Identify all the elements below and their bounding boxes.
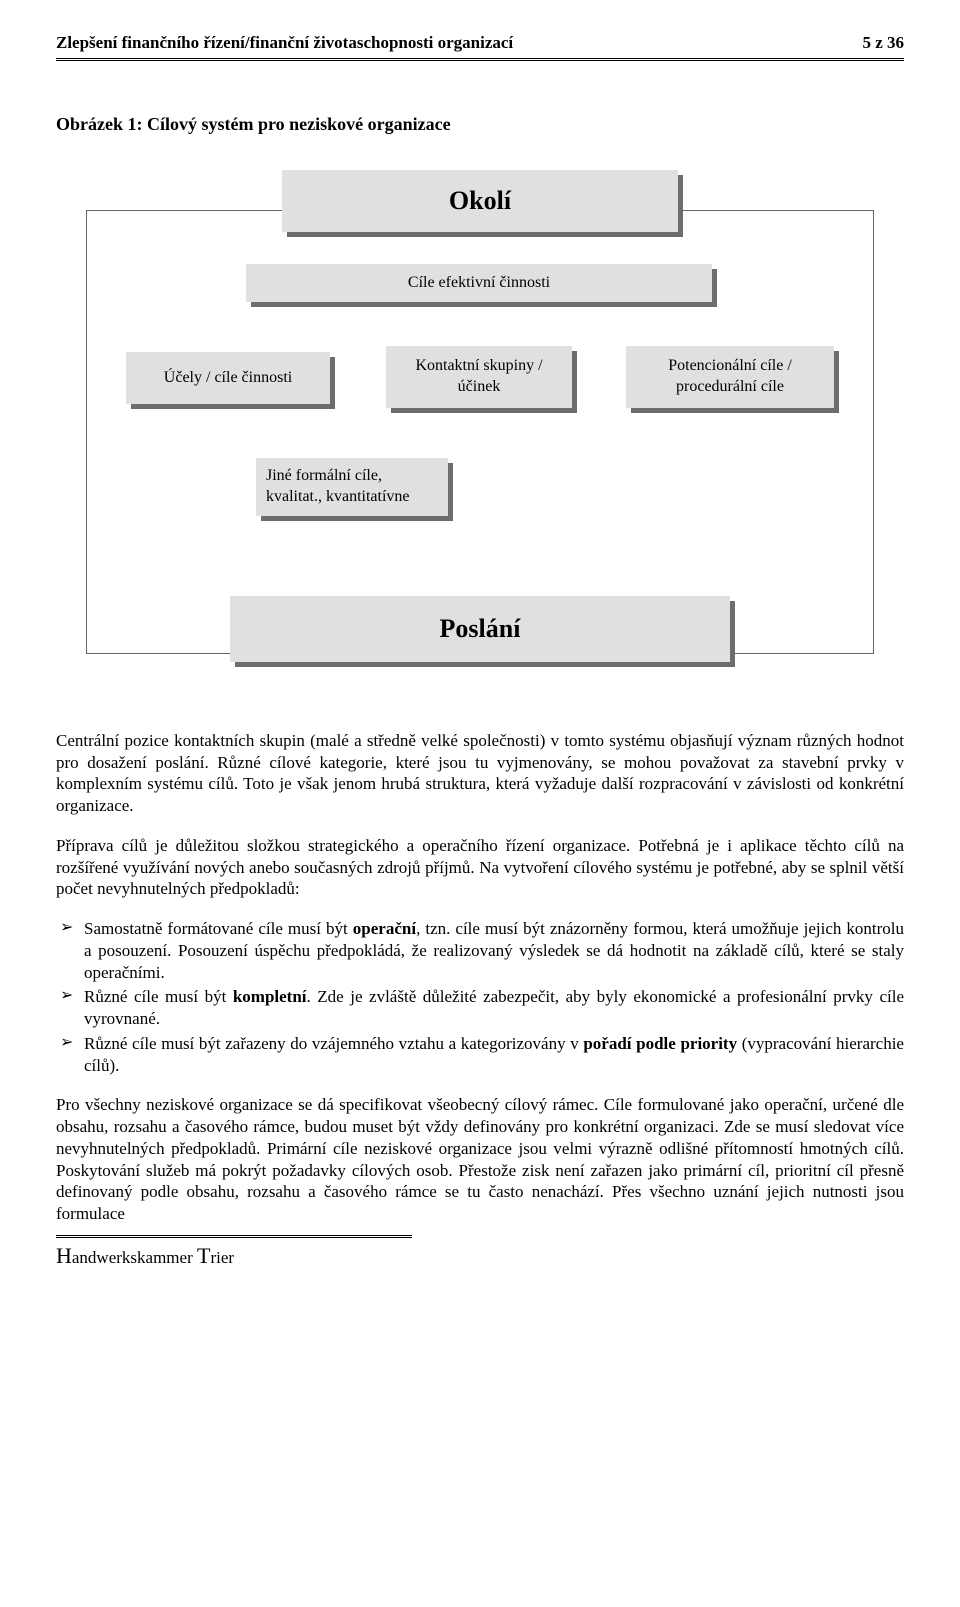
page-header: Zlepšení finančního řízení/finanční živo… — [56, 32, 904, 54]
box-ucely: Účely / cíle činnosti — [126, 352, 330, 404]
list-item: ➢ Různé cíle musí být kompletní. Zde je … — [56, 986, 904, 1030]
paragraph-1: Centrální pozice kontaktních skupin (mal… — [56, 730, 904, 817]
box-cile-efektivni: Cíle efektivní činnosti — [246, 264, 712, 302]
bullet-arrow-icon: ➢ — [60, 988, 73, 1004]
box-potencionalni: Potencionální cíle / procedurální cíle — [626, 346, 834, 408]
paragraph-2: Příprava cílů je důležitou složkou strat… — [56, 835, 904, 900]
footer-rule — [56, 1235, 412, 1238]
header-rule — [56, 58, 904, 61]
list-item: ➢ Samostatně formátované cíle musí být o… — [56, 918, 904, 983]
bullet-list: ➢ Samostatně formátované cíle musí být o… — [56, 918, 904, 1076]
figure-label: Obrázek 1: Cílový systém pro neziskové o… — [56, 113, 904, 136]
header-title: Zlepšení finančního řízení/finanční živo… — [56, 32, 513, 54]
box-kontaktni: Kontaktní skupiny / účinek — [386, 346, 572, 408]
goal-system-diagram: Okolí Cíle efektivní činnosti Účely / cí… — [56, 164, 904, 700]
box-okoli: Okolí — [282, 170, 678, 232]
box-jine: Jiné formální cíle, kvalitat., kvantitat… — [256, 458, 448, 516]
bullet-arrow-icon: ➢ — [60, 1035, 73, 1051]
bullet-arrow-icon: ➢ — [60, 920, 73, 936]
box-poslani: Poslání — [230, 596, 730, 662]
paragraph-3: Pro všechny neziskové organizace se dá s… — [56, 1094, 904, 1225]
list-item: ➢ Různé cíle musí být zařazeny do vzájem… — [56, 1033, 904, 1077]
page-number: 5 z 36 — [862, 32, 904, 54]
footer-text: Handwerkskammer Trier — [56, 1242, 904, 1270]
